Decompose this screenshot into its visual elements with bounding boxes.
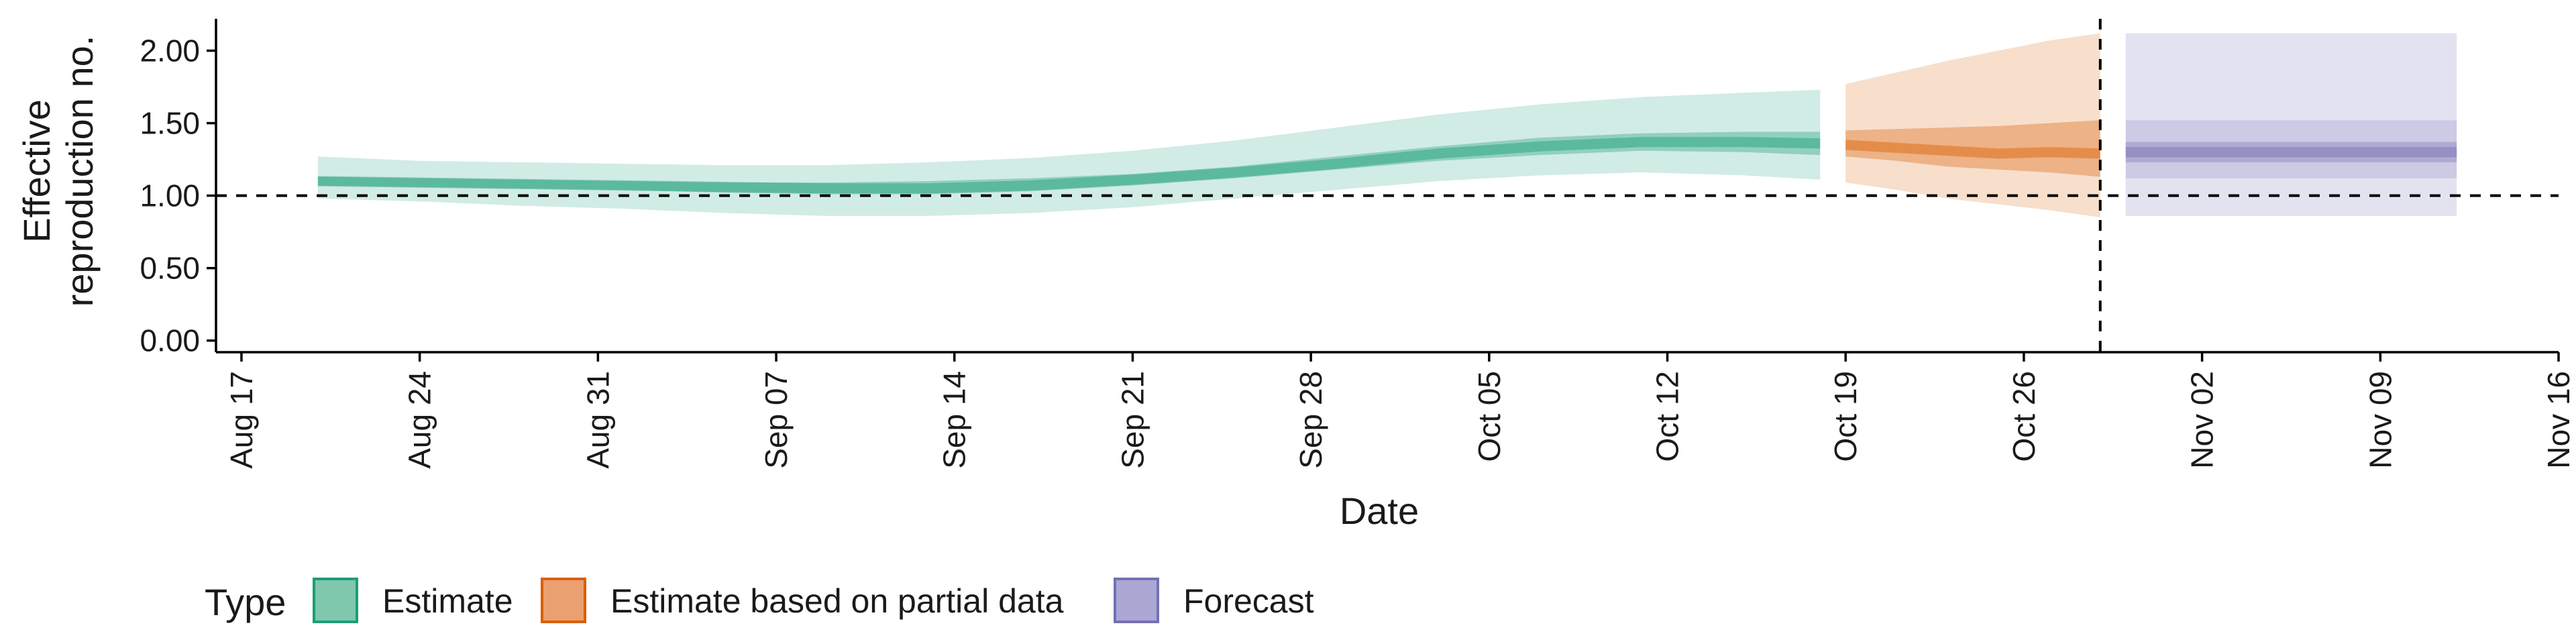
estimate-based-on-partial-data-median-band xyxy=(1845,140,2100,159)
x-tick-label: Oct 05 xyxy=(1472,371,1507,462)
estimate-50-band xyxy=(317,131,1821,195)
x-tick-label: Nov 16 xyxy=(2541,371,2576,469)
forecast-median-band xyxy=(2125,147,2457,158)
estimate-90-band xyxy=(317,89,1821,216)
x-tick-label: Sep 14 xyxy=(937,371,972,469)
y-tick-label: 0.00 xyxy=(140,323,200,358)
y-axis-title-line-2: reproduction no. xyxy=(58,36,101,307)
legend-title: Type xyxy=(205,581,286,623)
forecast-50-band xyxy=(2125,142,2457,162)
y-axis-title-line-1: Effective xyxy=(15,99,58,243)
x-tick-label: Sep 07 xyxy=(759,371,794,469)
x-tick-label: Nov 09 xyxy=(2363,371,2398,469)
x-tick-label: Sep 21 xyxy=(1115,371,1150,469)
legend-key xyxy=(1114,578,1159,623)
bands-layer xyxy=(317,33,2457,218)
legend-label: Estimate xyxy=(382,582,513,620)
x-tick-label: Nov 02 xyxy=(2185,371,2220,469)
x-tick-label: Aug 17 xyxy=(224,371,259,469)
y-tick-label: 1.00 xyxy=(140,178,200,213)
legend-key xyxy=(541,578,586,623)
x-axis-title: Date xyxy=(1340,490,1419,532)
x-tick-label: Sep 28 xyxy=(1293,371,1328,469)
legend: Type Estimate Estimate based on partial d… xyxy=(205,578,1314,623)
x-tick-label: Aug 31 xyxy=(580,371,615,469)
estimate-based-on-partial-data-90-band xyxy=(1845,33,2100,218)
forecast-90-band xyxy=(2125,120,2457,178)
forecast-outer-band xyxy=(2125,33,2457,216)
reference-lines-layer xyxy=(216,19,2559,352)
x-tick-label: Oct 26 xyxy=(2006,371,2041,462)
legend-label: Estimate based on partial data xyxy=(610,582,1064,620)
y-tick-label: 1.50 xyxy=(140,106,200,141)
axes-layer: 0.00 0.50 1.00 1.50 2.00 Aug 17 Aug 24 Aug 31 Se… xyxy=(140,19,2576,469)
x-tick-label: Oct 19 xyxy=(1828,371,1863,462)
legend-label: Forecast xyxy=(1183,582,1314,620)
y-tick-label: 0.50 xyxy=(140,251,200,286)
legend-key xyxy=(313,578,358,623)
y-tick-label: 2.00 xyxy=(140,34,200,68)
x-tick-label: Oct 12 xyxy=(1650,371,1685,462)
estimate-based-on-partial-data-50-band xyxy=(1845,120,2100,177)
x-tick-label: Aug 24 xyxy=(402,371,437,469)
estimate-median-band xyxy=(317,137,1821,194)
